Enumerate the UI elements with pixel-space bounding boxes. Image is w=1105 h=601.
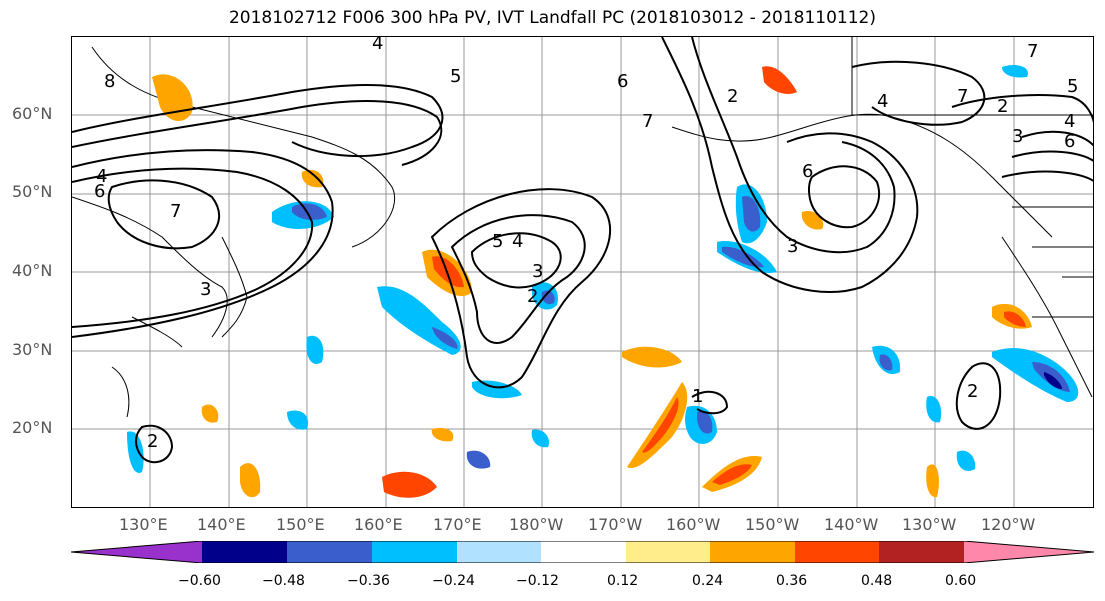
lon-label-150w: 150°W (745, 515, 800, 534)
colorbar-segment (879, 541, 964, 563)
lon-label-140e: 140°E (197, 515, 246, 534)
lon-label-170e: 170°E (433, 515, 482, 534)
lat-label-40n: 40°N (12, 261, 53, 280)
contour-label: 5 (492, 231, 503, 252)
contour-labels: 8 6 4 5 3 7 4 5 6 7 2 3 4 6 2 3 4 2 7 6 … (94, 37, 1078, 452)
colorbar-tick: −0.48 (262, 573, 305, 589)
map-canvas: 8 6 4 5 3 7 4 5 6 7 2 3 4 6 2 3 4 2 7 6 … (72, 37, 1093, 507)
contour-label: 4 (1064, 111, 1075, 132)
colorbar-tick: 0.60 (945, 573, 977, 589)
lat-label-50n: 50°N (12, 182, 53, 201)
contour-label: 7 (1027, 41, 1038, 62)
contour-label: 7 (957, 86, 968, 107)
colorbar-segment (795, 541, 879, 563)
lon-label-160e: 160°E (354, 515, 403, 534)
lon-label-150e: 150°E (276, 515, 325, 534)
contour-label: 7 (170, 201, 181, 222)
colorbar-tick: 0.24 (692, 573, 724, 589)
contour-label: 4 (372, 37, 383, 54)
contour-label: 5 (450, 66, 461, 87)
negative-shading (127, 65, 1079, 473)
contour-label: 3 (787, 236, 798, 257)
lon-label-180w: 180°W (509, 515, 564, 534)
colorbar-tick: −0.60 (178, 573, 221, 589)
positive-shading (152, 66, 1032, 498)
contour-label: 3 (200, 279, 211, 300)
lat-label-20n: 20°N (12, 418, 53, 437)
contour-label: 6 (617, 71, 628, 92)
pv-contours (72, 37, 1093, 464)
colorbar-tick: −0.24 (432, 573, 475, 589)
contour-label: 6 (94, 181, 105, 202)
colorbar-segments (71, 541, 1094, 563)
graticule (72, 37, 1093, 507)
colorbar-tick: −0.12 (516, 573, 559, 589)
contour-label: 3 (1012, 126, 1023, 147)
contour-label: 2 (997, 96, 1008, 117)
contour-label: 5 (1067, 76, 1078, 97)
lon-label-130e: 130°E (119, 515, 168, 534)
colorbar-tick: 0.36 (776, 573, 808, 589)
lat-label-60n: 60°N (12, 104, 53, 123)
colorbar-segment (964, 541, 1094, 563)
contour-label: 2 (147, 431, 158, 452)
colorbar-segment (710, 541, 795, 563)
lon-label-170w: 170°W (588, 515, 643, 534)
contour-label: 7 (642, 111, 653, 132)
lon-label-120w: 120°W (981, 515, 1036, 534)
contour-label: 2 (967, 381, 978, 402)
contour-label: 4 (877, 91, 888, 112)
lon-label-140w: 140°W (824, 515, 879, 534)
colorbar-segment (626, 541, 710, 563)
contour-label: 4 (512, 231, 523, 252)
contour-label: 6 (802, 161, 813, 182)
contour-label: 2 (727, 86, 738, 107)
colorbar-tick: 0.48 (861, 573, 893, 589)
lat-label-30n: 30°N (12, 340, 53, 359)
colorbar (71, 541, 1095, 563)
colorbar-segment (202, 541, 287, 563)
contour-label: 4 (96, 166, 107, 187)
chart-title: 2018102712 F006 300 hPa PV, IVT Landfall… (228, 8, 876, 28)
colorbar-segment (287, 541, 372, 563)
contour-label: 2 (527, 286, 538, 307)
contour-label: 1 (692, 386, 703, 407)
colorbar-tick: 0.12 (607, 573, 639, 589)
lon-label-160w: 160°W (666, 515, 721, 534)
colorbar-segment (372, 541, 457, 563)
map-panel: 8 6 4 5 3 7 4 5 6 7 2 3 4 6 2 3 4 2 7 6 … (71, 36, 1094, 508)
colorbar-segment (457, 541, 541, 563)
contour-label: 3 (532, 261, 543, 282)
colorbar-segment (71, 541, 202, 563)
coastlines (72, 37, 1093, 418)
contour-label: 6 (1064, 131, 1075, 152)
colorbar-tick: −0.36 (347, 573, 390, 589)
colorbar-segment (541, 541, 626, 563)
contour-label: 8 (104, 71, 115, 92)
lon-label-130w: 130°W (902, 515, 957, 534)
